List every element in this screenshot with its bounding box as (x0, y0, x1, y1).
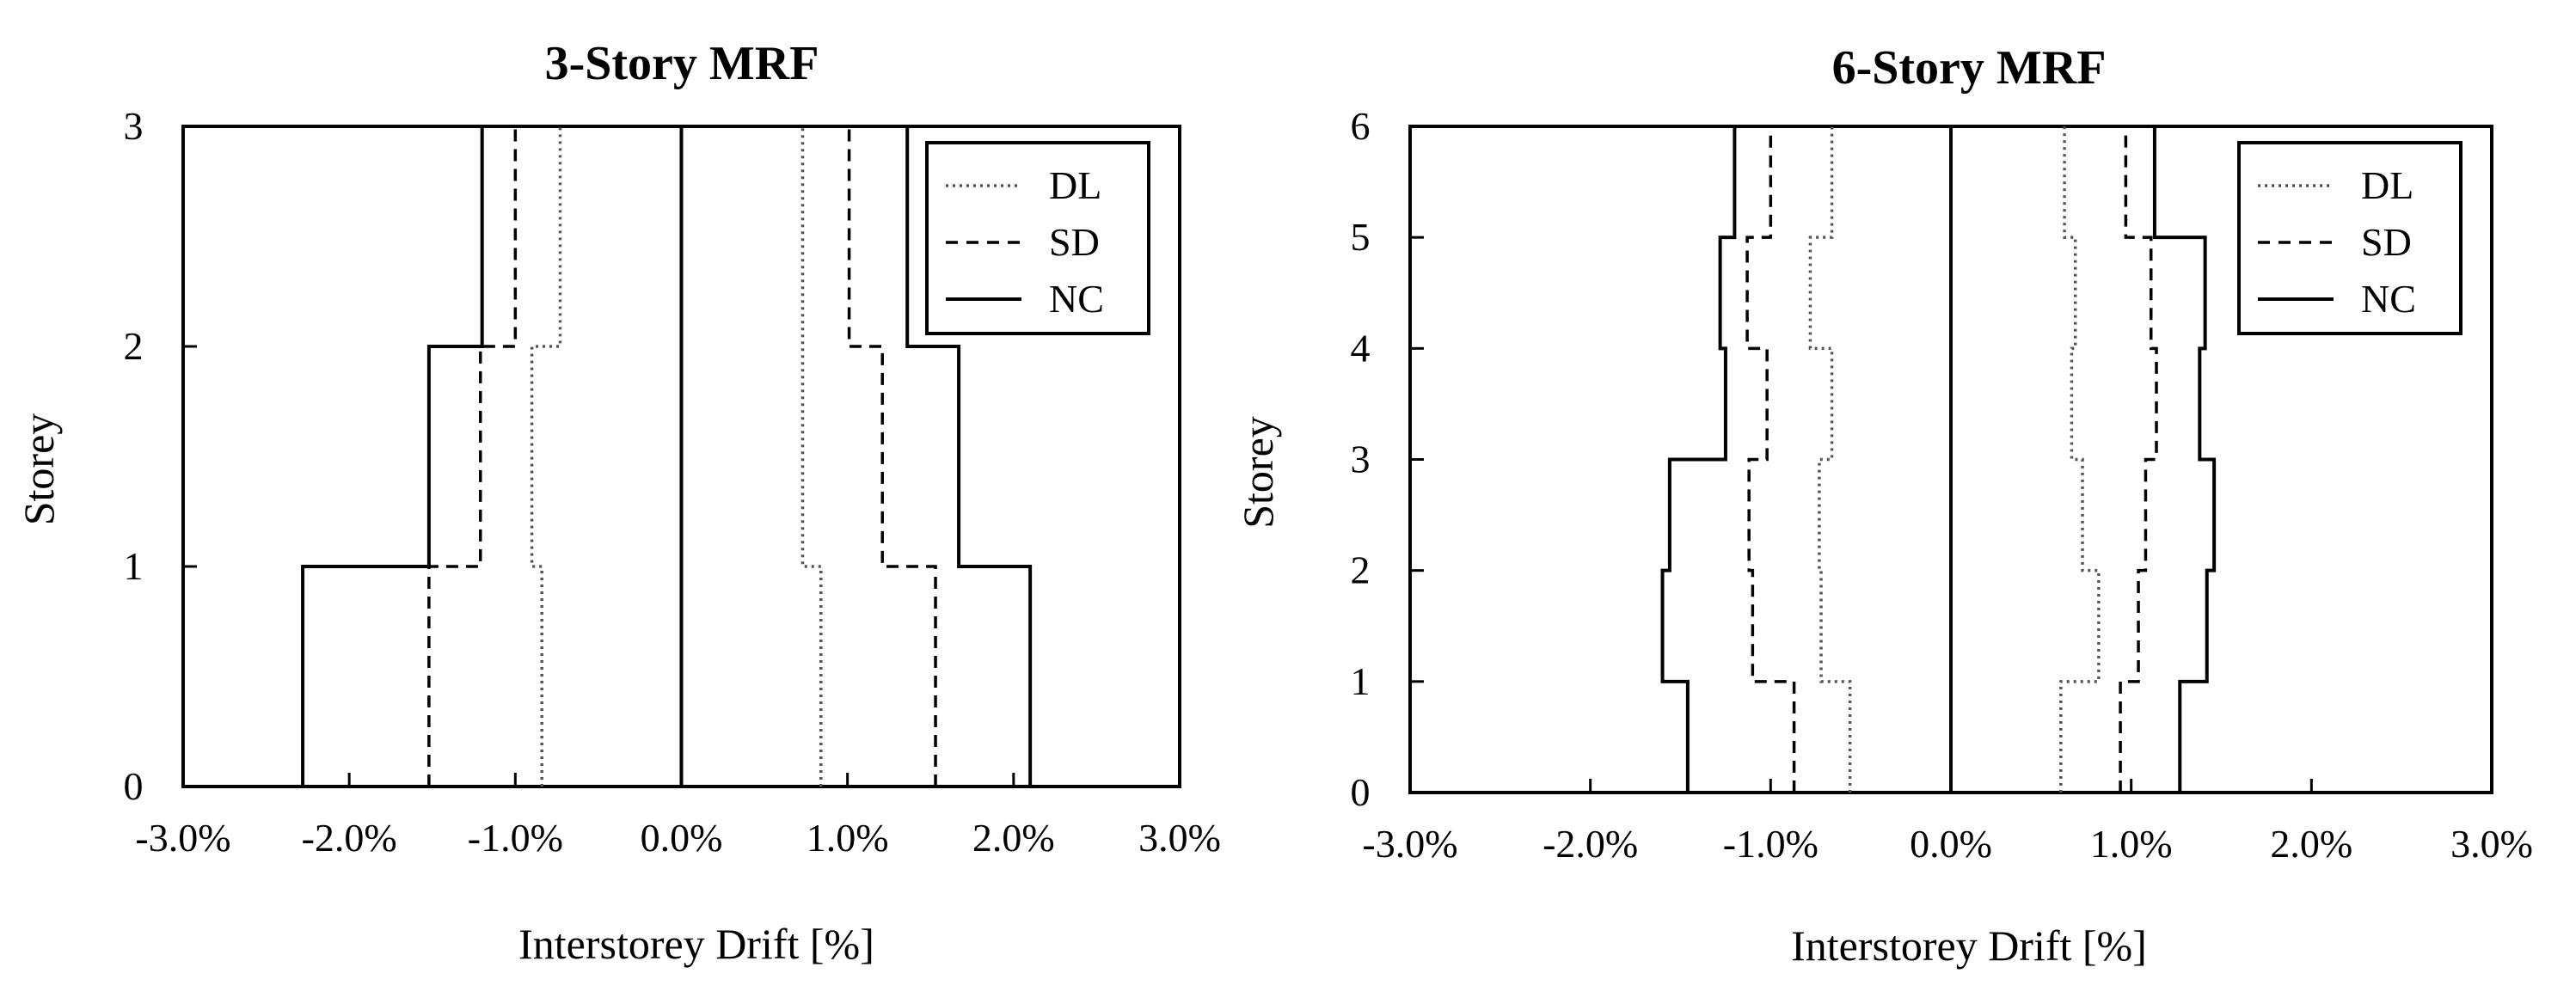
y-tick-label: 6 (1351, 104, 1371, 148)
chart-title: 3-Story MRF (545, 37, 819, 90)
y-tick-label: 3 (124, 104, 144, 148)
legend-label-sd: SD (1049, 220, 1100, 264)
panel-3-story-mrf: 3-Story MRF -3.0% -2.0% -1.0% 0.0% 1.0% 2.0% 3.… (15, 37, 1221, 968)
x-tick-label: 0.0% (1910, 822, 1992, 866)
x-axis-label: Interstorey Drift [%] (518, 920, 874, 968)
x-tick-label: 3.0% (1138, 816, 1221, 860)
series-dl-positive-line (2059, 126, 2101, 793)
y-tick-label: 1 (1351, 659, 1371, 703)
legend: DL SD NC (2237, 141, 2463, 335)
series-nc-negative-line (1660, 126, 1737, 793)
y-tick-label: 0 (124, 764, 144, 808)
y-tick-label: 1 (124, 544, 144, 588)
x-tick-label: -3.0% (135, 816, 230, 860)
series-sd-negative-line (1745, 126, 1796, 793)
series-nc-negative-line (301, 126, 484, 787)
y-tick-label: 2 (124, 324, 144, 368)
x-tick-label: 0.0% (641, 816, 723, 860)
legend-label-dl: DL (2361, 163, 2413, 207)
x-tick-label: -1.0% (468, 816, 563, 860)
y-tick-label: 3 (1351, 438, 1371, 481)
legend-label-nc: NC (2361, 277, 2416, 321)
series-nc-positive-line (2152, 126, 2217, 793)
series-dl-negative-line (530, 126, 562, 787)
x-tick-label: 1.0% (807, 816, 889, 860)
x-tick-label: 1.0% (2090, 822, 2173, 866)
x-tick-label: -1.0% (1723, 822, 1819, 866)
legend-box (2237, 141, 2463, 335)
legend-label-nc: NC (1049, 277, 1104, 321)
x-tick-label: -2.0% (1543, 822, 1638, 866)
x-tick-label: -2.0% (302, 816, 397, 860)
series-sd-negative-line (427, 126, 518, 787)
x-tick-label: 2.0% (2270, 822, 2352, 866)
legend-label-dl: DL (1049, 163, 1101, 207)
chart-title: 6-Story MRF (1832, 41, 2107, 95)
y-axis-label: Storey (1234, 416, 1282, 529)
y-tick-label: 2 (1351, 548, 1371, 592)
panel-6-story-mrf: 6-Story MRF -3.0% -2.0% -1.0% 0.0% 1.0% 2.0% 3.… (1234, 41, 2533, 970)
series-sd-positive-line (2119, 126, 2158, 793)
legend: DL SD NC (925, 141, 1150, 335)
x-tick-label: -3.0% (1362, 822, 1457, 866)
x-tick-label: 3.0% (2450, 822, 2533, 866)
y-tick-label: 5 (1351, 215, 1371, 259)
y-tick-label: 0 (1351, 770, 1371, 814)
y-tick-label: 4 (1351, 326, 1371, 370)
y-axis-label: Storey (15, 413, 63, 526)
series-dl-positive-line (800, 126, 823, 787)
series-dl-negative-line (1808, 126, 1852, 793)
legend-label-sd: SD (2361, 220, 2412, 264)
x-tick-label: 2.0% (972, 816, 1055, 860)
x-axis-label: Interstorey Drift [%] (1791, 921, 2147, 970)
legend-box (925, 141, 1150, 335)
series-sd-positive-line (847, 126, 937, 787)
series-nc-positive-line (905, 126, 1033, 787)
